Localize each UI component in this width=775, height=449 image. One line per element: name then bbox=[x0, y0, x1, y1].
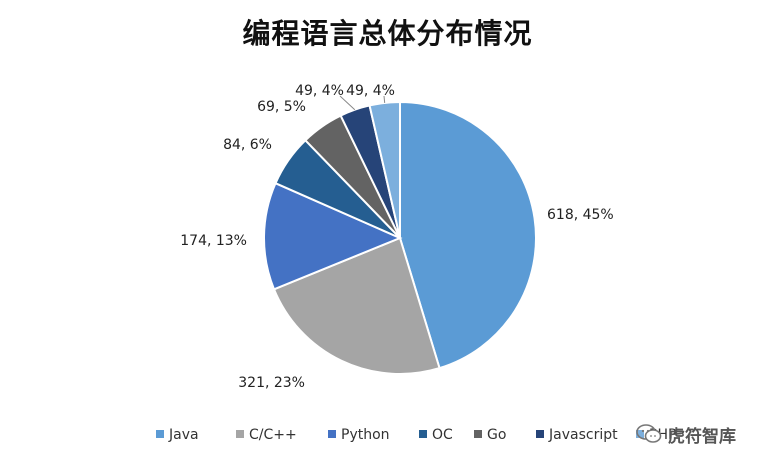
legend-swatch bbox=[536, 430, 544, 438]
leader-line bbox=[339, 95, 356, 111]
legend-entry: Go bbox=[487, 427, 506, 443]
pie-slice-java bbox=[399, 100, 537, 370]
legend-entry: C/C++ bbox=[249, 427, 297, 443]
chart-title: 编程语言总体分布情况 bbox=[242, 17, 533, 50]
legend-swatch bbox=[156, 430, 164, 438]
pie-slice-python bbox=[263, 181, 403, 291]
legend-swatch bbox=[236, 430, 244, 438]
legend-swatch bbox=[474, 430, 482, 438]
legend-swatch bbox=[636, 430, 644, 438]
data-label: 69, 5% bbox=[257, 99, 306, 115]
data-label: 321, 23% bbox=[238, 375, 305, 391]
legend-entry: OC bbox=[432, 427, 453, 443]
legend-entry: Java bbox=[168, 427, 199, 443]
legend-entry: Javascript bbox=[548, 427, 618, 443]
data-label: 49, 4% bbox=[346, 83, 395, 99]
data-label: 174, 13% bbox=[180, 233, 247, 249]
data-label: 618, 45% bbox=[547, 207, 614, 223]
leader-line bbox=[383, 95, 386, 103]
pie-slice-c-c- bbox=[272, 236, 441, 375]
watermark: 虎符智库 bbox=[636, 423, 736, 447]
data-label: 84, 6% bbox=[223, 137, 272, 153]
leader-lines bbox=[339, 95, 386, 111]
legend-swatch bbox=[419, 430, 427, 438]
wechat-icon bbox=[636, 424, 662, 443]
data-labels: 618, 45%321, 23%174, 13%84, 6%69, 5%49, … bbox=[180, 83, 614, 391]
pie-slices bbox=[263, 100, 537, 375]
legend: Java C/C++ Python OC Go Javascript PHP bbox=[156, 427, 676, 443]
data-label: 49, 4% bbox=[295, 83, 344, 99]
legend-swatch bbox=[328, 430, 336, 438]
legend-entry: Python bbox=[341, 427, 390, 443]
watermark-text: 虎符智库 bbox=[668, 426, 736, 447]
